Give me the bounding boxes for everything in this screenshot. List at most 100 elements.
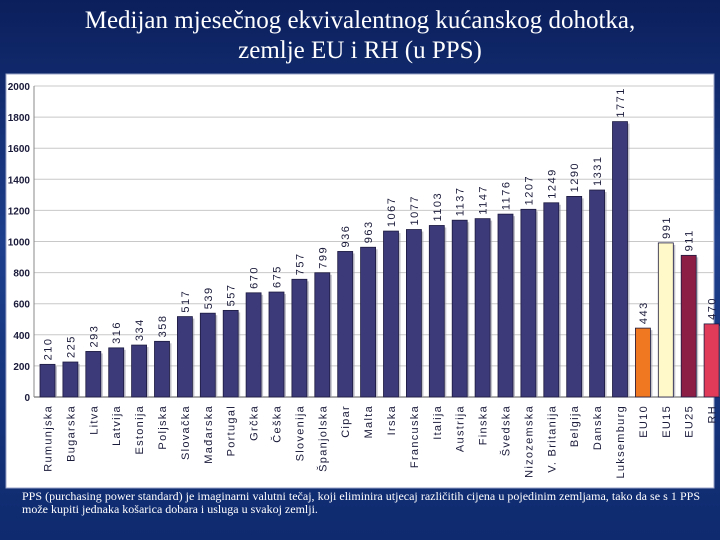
category-label: Rumunjska [43,405,55,472]
data-label: 1331 [592,156,604,186]
bar [703,323,720,398]
category-label: Austrija [455,405,467,452]
data-label: 936 [340,225,352,248]
title-line-1: Medijan mjesečnog ekvivalentnog kućansko… [84,7,636,34]
data-label: 1077 [409,195,421,225]
bar [85,351,102,398]
bar [360,246,377,398]
data-label: 1249 [546,168,558,198]
category-label: Latvija [111,405,123,446]
bar [520,208,537,398]
y-tick-label: 400 [13,331,30,342]
category-label: RH [707,405,719,424]
bar [451,219,468,398]
bar [337,251,354,398]
category-label: Španjolska [316,405,329,472]
data-label: 316 [111,321,123,344]
title-line-2: zemlje EU i RH (u PPS) [238,37,482,64]
bar [39,363,56,398]
data-label: 757 [294,252,306,275]
data-label: 1067 [386,197,398,227]
y-tick-label: 1400 [8,175,31,186]
data-label: 334 [134,318,146,341]
bar [314,272,331,398]
data-label: 1176 [501,180,513,210]
bar [199,312,216,398]
category-label: Luksemburg [615,405,627,479]
category-label: Italija [432,405,444,440]
category-label: Švedska [500,405,513,456]
bar [428,225,445,398]
bar [268,291,285,398]
data-label: 675 [272,265,284,288]
category-label: Portugal [226,405,238,456]
category-label: Češka [271,405,284,443]
footnote: PPS (purchasing power standard) je imagi… [22,489,700,516]
data-label: 470 [707,297,719,320]
bar [131,344,148,398]
bar [383,230,399,398]
bar [543,202,560,398]
data-label: 293 [88,325,100,348]
category-label: EU25 [684,405,696,438]
data-label: 443 [638,301,650,324]
y-tick-label: 2000 [8,82,31,93]
category-label: Finska [478,405,490,445]
data-label: 1147 [478,185,490,215]
data-label: 1207 [523,175,535,205]
chart-svg: 0 200 400 600 800 1000 1200 1400 1600 1800 2000 210… [5,73,720,489]
data-label: 991 [661,216,673,239]
y-tick-label: 1000 [8,238,31,249]
data-label: 911 [684,229,696,251]
bar [245,292,262,398]
category-label: Mađarska [203,405,215,464]
category-label: Grčka [249,405,261,441]
category-label: EU10 [638,405,650,438]
bar [474,218,491,398]
data-label: 963 [363,220,375,243]
y-tick-label: 1600 [8,144,31,155]
bar [405,229,422,398]
bar [566,196,583,398]
bar [291,278,308,398]
category-label: Bugarska [65,405,77,462]
y-tick-label: 600 [13,300,30,311]
data-label: 1103 [432,192,444,222]
category-label: Nizozemska [523,405,535,478]
data-label: 1290 [569,162,581,192]
category-label: Irska [386,405,398,435]
category-label: Danska [592,405,604,450]
data-label: 670 [249,266,261,289]
data-label: 557 [226,284,238,307]
category-label: Slovačka [180,405,192,460]
bar [680,254,697,398]
y-tick-label: 1200 [8,206,31,217]
data-label: 517 [180,290,192,313]
bar [657,242,674,398]
category-label: Litva [88,405,100,435]
y-tick-label: 800 [13,269,30,280]
y-tick-label: 200 [13,362,30,373]
bar [635,327,651,398]
category-label: V. Britanija [546,405,558,473]
bar [612,121,628,398]
page-title: Medijan mjesečnog ekvivalentnog kućansko… [0,6,720,66]
y-tick-label: 1800 [8,113,31,124]
bar [62,361,79,398]
category-label: Belgija [569,405,581,447]
bar [154,340,170,398]
data-label: 358 [157,314,169,337]
category-label: Cipar [340,405,352,438]
y-tick-label: 0 [24,393,30,404]
category-label: EU15 [661,405,673,438]
bar [108,347,125,398]
category-label: Malta [363,405,375,438]
category-label: Estonija [134,405,146,455]
category-label: Francuska [409,405,421,468]
data-label: 210 [43,337,55,360]
bar [222,309,239,398]
data-label: 799 [317,246,329,269]
data-label: 539 [203,286,215,309]
bar [497,213,514,398]
bar [589,189,605,398]
